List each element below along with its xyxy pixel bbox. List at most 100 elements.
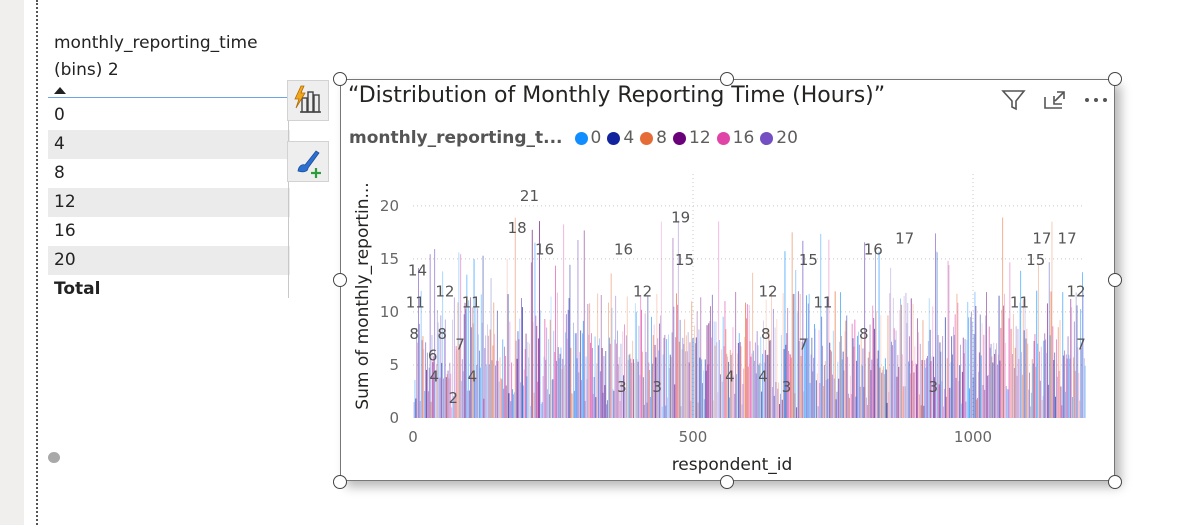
bar: [414, 380, 416, 418]
focus-mode-icon[interactable]: [1042, 88, 1068, 112]
bar: [914, 346, 916, 418]
y-tick-label: 15: [380, 250, 399, 268]
bar: [1021, 352, 1022, 418]
bar: [1009, 262, 1011, 418]
bar: [786, 333, 788, 418]
bar: [921, 360, 923, 418]
bar: [1007, 389, 1009, 418]
bar: [737, 343, 739, 418]
resize-handle-bottom-right[interactable]: [1108, 475, 1122, 489]
table-row[interactable]: 12: [48, 188, 290, 217]
bar: [727, 356, 729, 418]
table-visual[interactable]: monthly_reporting_time (bins) 2 0 4 8 12…: [48, 30, 290, 299]
bar: [514, 217, 516, 418]
scroll-indicator-dot[interactable]: [48, 452, 60, 463]
bar: [649, 370, 651, 418]
legend-item[interactable]: 12: [673, 128, 711, 148]
bar: [866, 405, 868, 418]
bar: [603, 356, 605, 418]
bar: [477, 308, 479, 418]
format-visual-button[interactable]: [287, 141, 329, 182]
legend-swatch: [574, 131, 588, 145]
data-label: 15: [1026, 251, 1045, 269]
resize-handle-top-left[interactable]: [333, 72, 347, 86]
bar: [928, 298, 930, 418]
legend-item[interactable]: 20: [760, 128, 798, 148]
bar: [901, 304, 902, 418]
more-options-icon[interactable]: [1082, 88, 1110, 112]
bar: [803, 391, 805, 418]
chart-legend[interactable]: monthly_reporting_t... 0 4 8 12 16 20: [349, 126, 804, 150]
column-header[interactable]: monthly_reporting_time (bins) 2: [48, 30, 290, 84]
bar: [669, 354, 671, 418]
bar: [826, 298, 828, 418]
resize-handle-right[interactable]: [1108, 273, 1122, 287]
bar: [545, 359, 547, 418]
bar: [609, 343, 611, 418]
bar: [472, 323, 474, 418]
bar: [1043, 340, 1045, 418]
canvas-edge: [36, 0, 38, 525]
bar: [416, 328, 418, 418]
bar: [809, 382, 811, 418]
bar: [998, 295, 1000, 418]
bar: [779, 404, 780, 418]
bar: [999, 360, 1001, 418]
resize-handle-bottom-left[interactable]: [333, 475, 347, 489]
bar: [759, 362, 761, 418]
bar: [728, 361, 729, 418]
bar: [977, 397, 978, 418]
resize-handle-left[interactable]: [333, 273, 347, 287]
bar: [937, 335, 939, 418]
data-label: 3: [782, 378, 792, 396]
bar: [970, 311, 972, 418]
bar: [791, 232, 793, 418]
data-label: 2: [449, 389, 459, 407]
bar: [488, 364, 490, 418]
bar: [890, 267, 892, 418]
table-total-row[interactable]: Total: [54, 279, 101, 299]
bar: [742, 384, 744, 418]
bar: [1034, 334, 1036, 418]
table-row[interactable]: 0: [54, 105, 65, 125]
bar: [1064, 350, 1065, 418]
sort-ascending-icon[interactable]: [54, 87, 66, 94]
table-row[interactable]: 8: [54, 163, 65, 183]
resize-handle-bottom[interactable]: [720, 475, 734, 489]
bar: [1048, 262, 1050, 418]
table-row[interactable]: 4: [48, 130, 290, 159]
bar: [532, 321, 534, 418]
resize-handle-top-right[interactable]: [1108, 72, 1122, 86]
legend-item[interactable]: 4: [607, 128, 634, 148]
bar: [865, 330, 866, 418]
bar: [522, 307, 523, 418]
bar: [901, 354, 903, 418]
bar: [1012, 354, 1013, 418]
bar: [447, 370, 449, 418]
resize-handle-top[interactable]: [720, 72, 734, 86]
legend-item[interactable]: 8: [640, 128, 667, 148]
bar: [529, 343, 530, 418]
bar: [508, 393, 510, 418]
bar: [1018, 359, 1020, 418]
bar: [569, 264, 571, 418]
bar: [843, 370, 845, 418]
filter-icon[interactable]: [1001, 88, 1027, 112]
bar: [589, 303, 591, 418]
table-row[interactable]: 20: [48, 246, 290, 275]
bar: [520, 382, 522, 418]
bar: [582, 333, 583, 418]
table-row[interactable]: 16: [54, 221, 76, 241]
table-resize-border[interactable]: [288, 96, 289, 298]
bar: [593, 377, 595, 418]
bar: [1083, 358, 1085, 418]
bar: [705, 370, 707, 418]
bar: [451, 407, 453, 418]
bar: [484, 348, 486, 418]
bar: [413, 402, 415, 418]
legend-item[interactable]: 0: [574, 128, 601, 148]
legend-item[interactable]: 16: [716, 128, 754, 148]
copilot-visual-button[interactable]: [287, 80, 329, 121]
bar: [683, 344, 685, 418]
